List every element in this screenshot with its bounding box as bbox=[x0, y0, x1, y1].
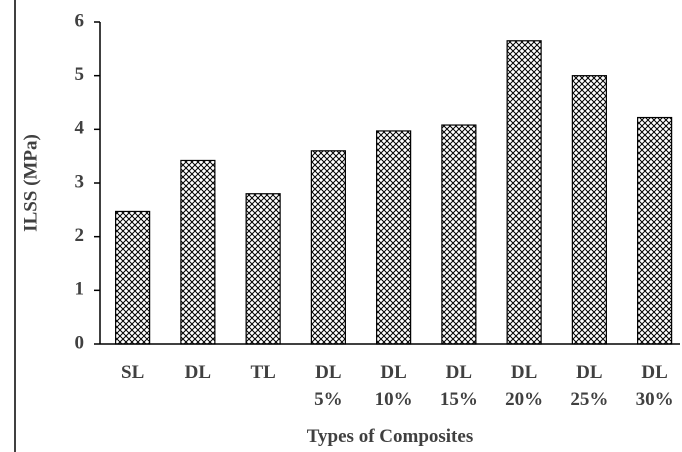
bar bbox=[180, 159, 216, 345]
x-tick-label: DL 20% bbox=[505, 362, 544, 410]
y-tick-label: 1 bbox=[75, 279, 85, 300]
x-tick-label: DL 5% bbox=[314, 362, 343, 410]
y-tick-label: 4 bbox=[75, 118, 85, 139]
bar bbox=[245, 193, 281, 345]
x-tick-label: DL 25% bbox=[570, 362, 609, 410]
bar bbox=[506, 40, 542, 345]
y-tick-label: 2 bbox=[75, 225, 85, 246]
x-tick-label: DL 30% bbox=[635, 362, 674, 410]
y-tick-label: 0 bbox=[75, 332, 85, 353]
y-axis-title: ILSS (MPa) bbox=[20, 134, 41, 232]
y-tick-label: 3 bbox=[75, 171, 85, 192]
bar bbox=[310, 150, 346, 345]
x-tick-label: TL bbox=[250, 362, 276, 383]
y-tick-label: 5 bbox=[75, 64, 85, 85]
bar bbox=[115, 210, 151, 345]
x-tick-label: DL 15% bbox=[439, 362, 478, 410]
x-tick-label: DL bbox=[184, 362, 212, 383]
bar bbox=[376, 130, 412, 345]
bar bbox=[637, 116, 673, 345]
x-tick-label: DL 10% bbox=[374, 362, 413, 410]
bar bbox=[441, 124, 477, 345]
y-tick-label: 6 bbox=[75, 10, 85, 31]
x-axis-title: Types of Composites bbox=[306, 426, 474, 447]
bar bbox=[571, 75, 607, 345]
x-tick-label: SL bbox=[121, 362, 145, 383]
